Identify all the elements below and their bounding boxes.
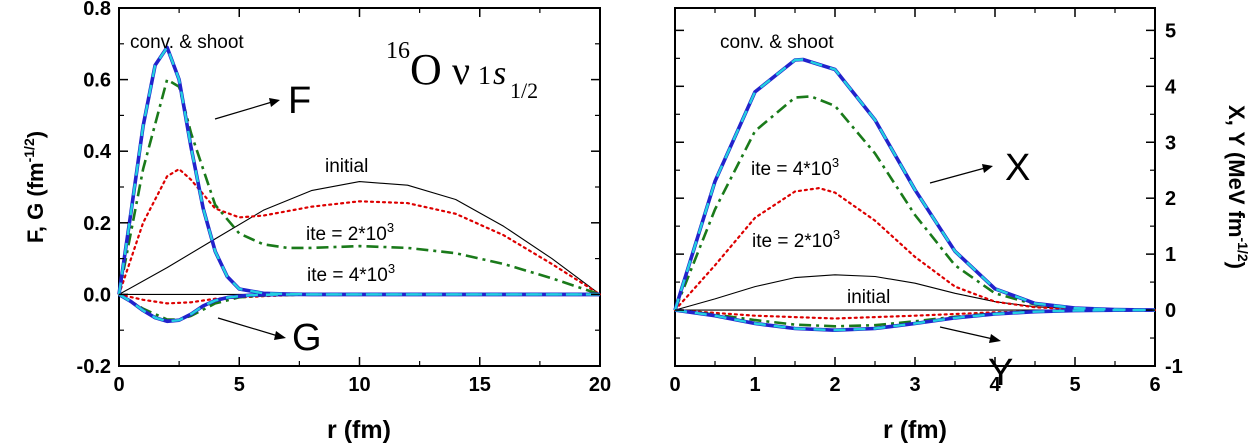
- right-y-tick-label-0: -1: [1165, 356, 1183, 378]
- right-X-arrow: [929, 164, 993, 184]
- right-y-tick-label-6: 5: [1165, 20, 1176, 42]
- right-Y-label: Y: [988, 352, 1013, 394]
- left-series-4: [117, 78, 601, 296]
- left-x-tick-label-4: 20: [589, 374, 611, 396]
- right-chart: 0 1 2 3 4 5 6-1 0 1 2 3 4 5 r (fm) X, Y (MeV fm-1/2)…: [669, 7, 1251, 444]
- right-y-axis-label: X, Y (MeV fm-1/2): [1224, 105, 1251, 269]
- right-x-tick-label-4: 4: [989, 374, 1001, 396]
- left-ticks-group: 0 5 10 15 20 -0.2 0.0 0.2 0.4 0.6 0.8: [77, 0, 612, 396]
- title-element: O: [410, 45, 442, 94]
- left-x-axis-label: r (fm): [327, 416, 391, 444]
- title-level: 1: [478, 61, 491, 90]
- right-y-tick-label-5: 4: [1165, 76, 1177, 98]
- left-y-axis-label-group: F, G (fm-1/2): [21, 131, 48, 243]
- left-conv-label: conv. & shoot: [130, 32, 244, 53]
- left-y-tick-label-0: -0.2: [77, 356, 111, 378]
- right-series-group: [673, 57, 1157, 332]
- title-orbital: s: [493, 55, 506, 92]
- right-series-6: [673, 57, 1156, 312]
- left-G-arrow: [217, 317, 286, 340]
- left-G-label: G: [292, 317, 322, 359]
- left-series-0: [118, 181, 601, 295]
- left-x-tick-label-2: 10: [348, 374, 370, 396]
- right-x-tick-label-6: 6: [1149, 374, 1160, 396]
- left-chart: 0 5 10 15 20 -0.2 0.0 0.2 0.4 0.6 0.8 r (fm) F, G …: [21, 0, 611, 444]
- right-series-0: [674, 274, 1156, 311]
- title-nu: ν: [452, 48, 470, 93]
- right-series-3: [673, 309, 1157, 320]
- right-x-tick-label-1: 1: [749, 374, 760, 396]
- left-x-tick-label-0: 0: [113, 374, 124, 396]
- title-mass-number: 16: [386, 38, 410, 64]
- left-y-tick-label-2: 0.2: [83, 213, 111, 235]
- right-series-8: [673, 58, 1156, 312]
- left-series-8: [117, 46, 600, 296]
- right-y-tick-label-1: 0: [1165, 300, 1176, 322]
- right-X-label: X: [1005, 147, 1030, 189]
- left-initial-label: initial: [325, 156, 368, 177]
- left-series-group: [117, 45, 602, 324]
- right-series-9: [674, 308, 1156, 332]
- right-x-tick-label-0: 0: [669, 374, 680, 396]
- right-x-tick-label-3: 3: [909, 374, 920, 396]
- right-y-tick-label-3: 2: [1165, 188, 1176, 210]
- right-initial-label: initial: [847, 287, 890, 308]
- left-ite4-label: ite = 4*103: [307, 261, 395, 286]
- right-Y-arrow: [939, 326, 1001, 343]
- left-y-tick-label-5: 0.8: [83, 0, 111, 20]
- right-ite4-label: ite = 4*103: [751, 155, 839, 180]
- right-conv-label: conv. & shoot: [720, 32, 834, 53]
- left-state-title: 16 O ν 1 s 1/2: [386, 38, 538, 103]
- left-y-tick-label-1: 0.0: [83, 284, 111, 306]
- left-ite2-label: ite = 2*103: [306, 220, 394, 245]
- left-x-tick-label-1: 5: [234, 374, 245, 396]
- left-y-tick-label-3: 0.4: [83, 141, 112, 163]
- title-j: 1/2: [510, 78, 538, 103]
- right-y-axis-label-group: X, Y (MeV fm-1/2): [1224, 105, 1251, 269]
- right-series-7: [674, 308, 1156, 332]
- left-F-label: F: [288, 80, 311, 122]
- right-series-4: [673, 95, 1156, 312]
- left-series-7: [118, 292, 600, 324]
- left-F-arrow: [214, 98, 280, 120]
- right-x-axis-label: r (fm): [883, 416, 947, 444]
- right-series-2: [673, 187, 1157, 312]
- right-ticks-group: 0 1 2 3 4 5 6-1 0 1 2 3 4 5: [669, 8, 1183, 396]
- left-series-9: [118, 293, 600, 323]
- right-x-tick-label-2: 2: [829, 374, 840, 396]
- left-y-axis-label: F, G (fm-1/2): [21, 131, 48, 243]
- left-x-tick-label-3: 15: [469, 374, 491, 396]
- left-y-tick-label-4: 0.6: [83, 70, 111, 92]
- right-x-tick-label-5: 5: [1069, 374, 1080, 396]
- left-series-2: [117, 168, 602, 296]
- right-y-tick-label-2: 1: [1165, 244, 1176, 266]
- right-y-tick-label-4: 3: [1165, 132, 1176, 154]
- right-ite2-label: ite = 2*103: [752, 227, 840, 252]
